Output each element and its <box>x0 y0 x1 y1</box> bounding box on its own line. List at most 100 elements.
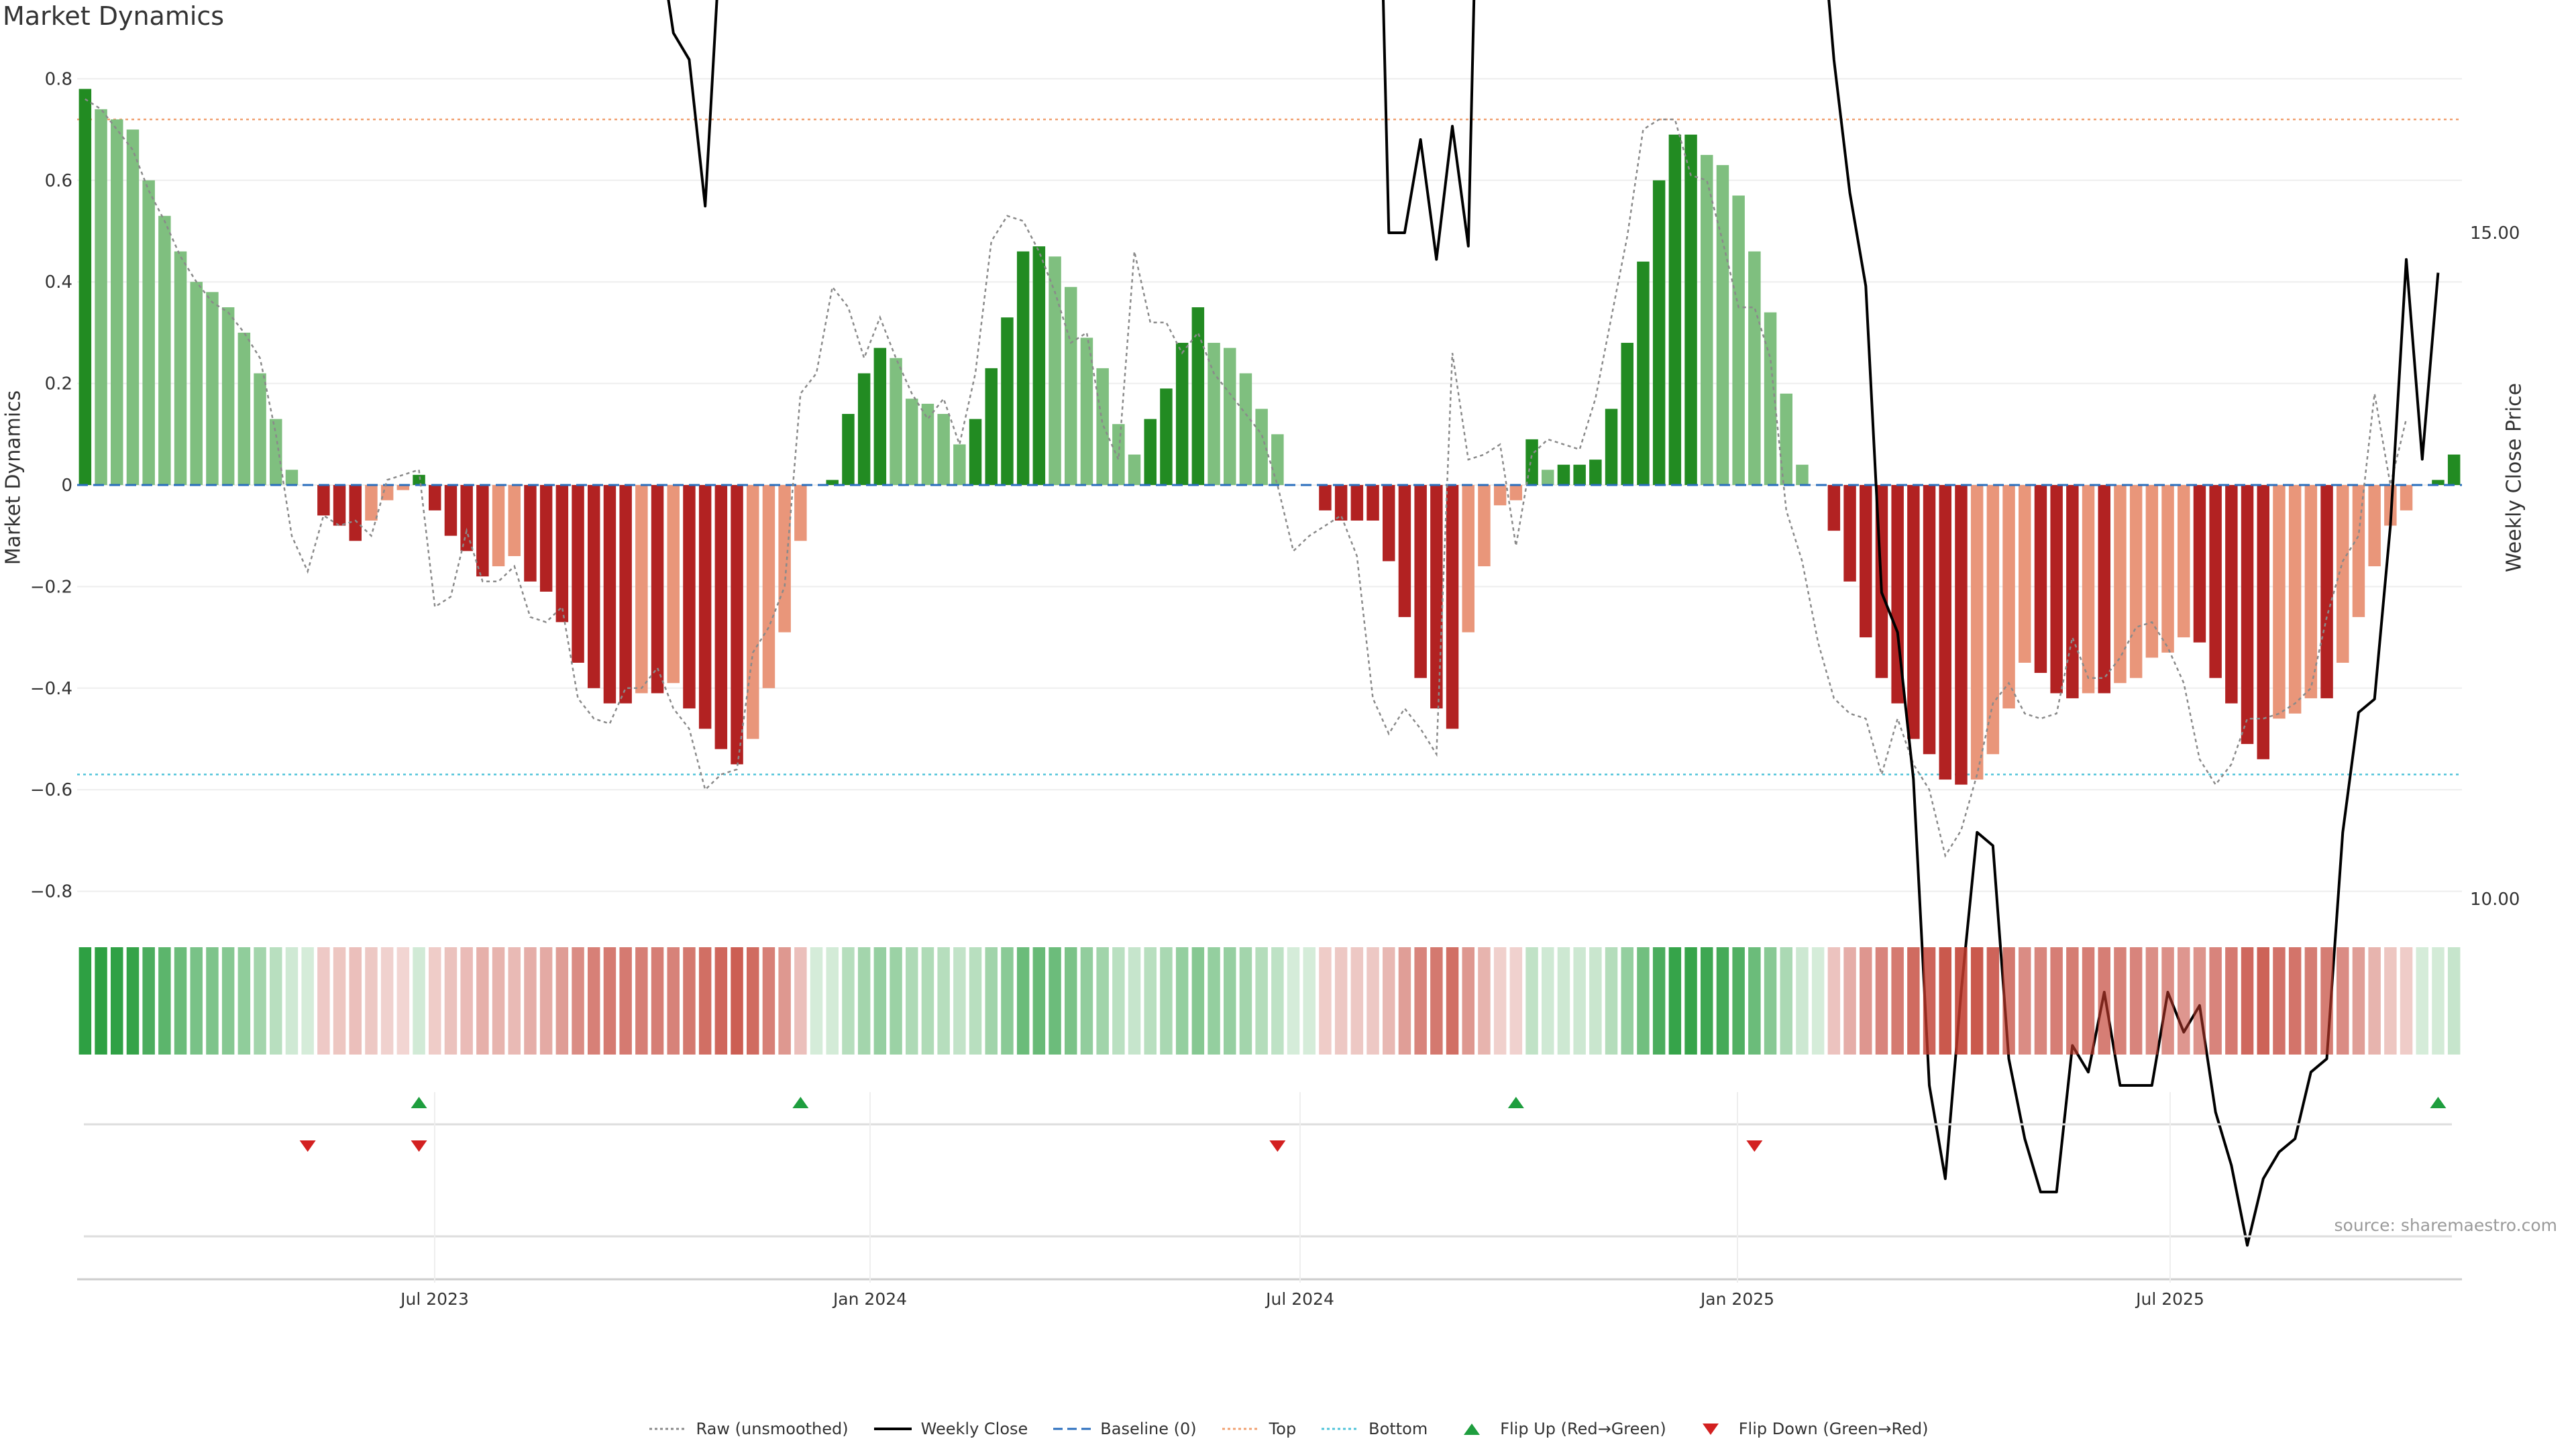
momentum-bar <box>1907 485 1920 739</box>
momentum-bar <box>1430 485 1443 709</box>
x-tick-label: Jul 2024 <box>1265 1289 1334 1309</box>
heat-cell <box>1065 947 1077 1055</box>
heat-cell <box>2257 947 2269 1055</box>
heat-cell <box>2368 947 2381 1055</box>
legend-label: Flip Up (Red→Green) <box>1500 1419 1666 1438</box>
heat-cell <box>1827 947 1841 1055</box>
heat-cell <box>1796 947 1809 1055</box>
heat-cell <box>1907 947 1920 1055</box>
heat-cell <box>1684 947 1697 1055</box>
heat-cell <box>2241 947 2254 1055</box>
momentum-bar <box>2288 485 2302 714</box>
heat-cell <box>95 947 107 1055</box>
momentum-bar <box>1366 485 1379 521</box>
momentum-bar <box>1319 485 1332 511</box>
weekly-close-series <box>667 0 2440 1247</box>
momentum-bar <box>667 485 680 684</box>
heat-cell <box>714 947 728 1055</box>
heat-cell <box>349 947 362 1055</box>
heat-cell <box>1001 947 1014 1055</box>
momentum-bar <box>2145 485 2159 658</box>
momentum-bar <box>1128 454 1141 485</box>
heat-cell <box>698 947 712 1055</box>
momentum-bar <box>2320 485 2333 698</box>
flip-up-marker <box>411 1097 427 1108</box>
momentum-bar <box>1383 485 1395 561</box>
raw-series <box>85 98 2408 858</box>
heat-cell <box>396 947 410 1055</box>
momentum-bar <box>2432 480 2445 485</box>
heat-cell <box>1446 947 1459 1055</box>
heat-cell <box>2002 947 2015 1055</box>
momentum-bar <box>1255 409 1268 485</box>
momentum-bar <box>1668 134 1682 486</box>
momentum-bar <box>2352 485 2365 617</box>
y-tick-label: −0.8 <box>30 882 72 902</box>
momentum-bar <box>826 480 839 485</box>
heat-cell <box>1319 947 1332 1055</box>
momentum-bar <box>380 485 394 500</box>
momentum-bar <box>1542 470 1554 485</box>
momentum-bar <box>603 485 616 704</box>
heat-cell <box>221 947 235 1055</box>
momentum-bar <box>1016 251 1030 485</box>
heat-cell <box>2337 947 2349 1055</box>
momentum-bar <box>842 414 855 485</box>
heat-cell <box>1398 947 1411 1055</box>
heat-cell <box>237 947 251 1055</box>
momentum-bar <box>2337 485 2349 663</box>
heat-cell <box>429 947 441 1055</box>
y-tick-label: 0.2 <box>45 374 72 394</box>
momentum-bar <box>1414 485 1427 678</box>
heat-cell <box>317 947 330 1055</box>
momentum-bar <box>953 444 966 485</box>
heat-cell <box>1621 947 1633 1055</box>
heat-cell <box>778 947 791 1055</box>
y-tick-label: −0.2 <box>30 577 72 597</box>
momentum-bar <box>206 292 219 485</box>
momentum-bar <box>270 419 282 485</box>
flip-down-marker <box>1269 1140 1286 1152</box>
momentum-bar <box>349 485 362 541</box>
momentum-bar <box>890 358 902 485</box>
momentum-bar <box>588 485 600 688</box>
momentum-bar <box>476 485 489 577</box>
momentum-bar <box>1701 154 1713 485</box>
momentum-bar <box>683 485 696 709</box>
heat-cell <box>380 947 394 1055</box>
momentum-bar <box>1970 485 1984 780</box>
momentum-bar <box>78 89 92 486</box>
heat-cell <box>651 947 664 1055</box>
heat-cell <box>1732 947 1745 1055</box>
y-axis-label: Market Dynamics <box>1 390 25 566</box>
momentum-bars <box>78 89 2461 785</box>
legend-item-raw: Raw (unsmoothed) <box>648 1419 849 1438</box>
heat-cell <box>1032 947 1046 1055</box>
momentum-bar <box>2082 485 2095 694</box>
momentum-bar <box>698 485 712 729</box>
heat-cell <box>555 947 569 1055</box>
momentum-bar <box>365 485 378 521</box>
heat-cell <box>2447 947 2461 1055</box>
momentum-bar <box>1748 251 1761 485</box>
momentum-bar <box>508 485 521 556</box>
heat-cell <box>619 947 632 1055</box>
momentum-bar <box>111 119 123 485</box>
momentum-bar <box>906 398 918 485</box>
heat-cell <box>270 947 282 1055</box>
momentum-bar <box>1764 312 1777 485</box>
momentum-bar <box>190 282 203 485</box>
heat-cell <box>2304 947 2318 1055</box>
momentum-bar <box>2178 485 2190 638</box>
y-tick-label: 0.6 <box>45 171 72 191</box>
heat-cell <box>1668 947 1682 1055</box>
momentum-bar <box>937 414 950 485</box>
heat-cell <box>1144 947 1157 1055</box>
momentum-bar <box>142 180 155 485</box>
heat-cell <box>1191 947 1205 1055</box>
heat-cell <box>1383 947 1395 1055</box>
heat-cell <box>2384 947 2397 1055</box>
momentum-bar <box>873 347 887 485</box>
